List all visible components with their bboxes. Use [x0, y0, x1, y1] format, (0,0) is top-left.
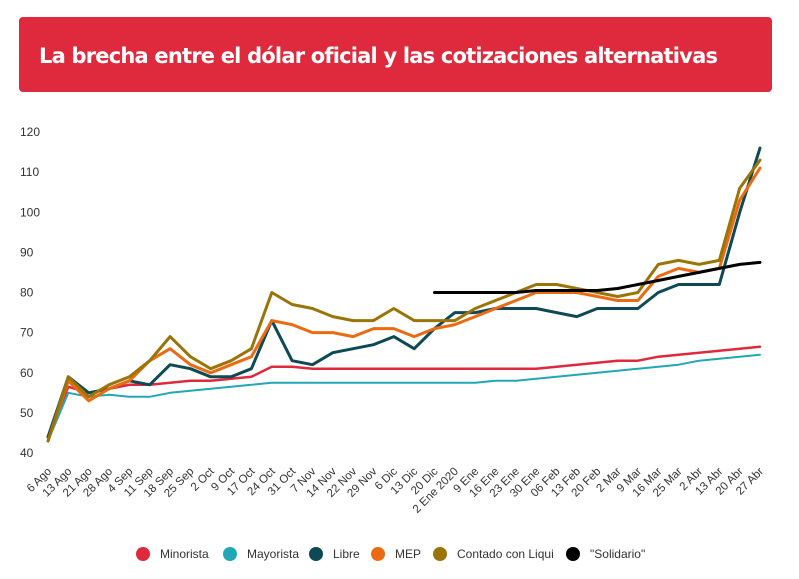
y-tick-label: 120 [20, 125, 40, 139]
title-banner: La brecha entre el dólar oficial y las c… [19, 17, 772, 92]
legend-swatch-icon [309, 547, 323, 561]
y-tick-label: 60 [20, 366, 34, 380]
series-line-libre [46, 146, 762, 439]
legend-label: MEP [395, 547, 422, 561]
legend-swatch-icon [371, 547, 385, 561]
legend-label: Mayorista [247, 547, 300, 561]
legend-label: Contado con Liqui [457, 547, 554, 561]
legend-swatch-icon [136, 547, 150, 561]
legend-swatch-icon [433, 547, 447, 561]
page-title: La brecha entre el dólar oficial y las c… [39, 44, 718, 68]
series-line-mayorista [47, 353, 761, 442]
y-tick-label: 40 [20, 446, 34, 460]
series-line-mep [46, 166, 762, 443]
y-tick-label: 80 [20, 286, 34, 300]
y-tick-label: 100 [20, 205, 40, 219]
legend-label: Minorista [160, 547, 209, 561]
legend-swatch-icon [223, 547, 237, 561]
series-line-solidario [433, 260, 762, 294]
y-tick-label: 90 [20, 245, 34, 259]
chart-legend: Minorista Mayorista Libre MEP Contado con Li… [0, 544, 799, 564]
legend-label: Libre [333, 547, 360, 561]
series-line-contado-con-liqui [46, 158, 762, 443]
legend-label: "Solidario" [590, 547, 646, 561]
y-tick-label: 70 [20, 326, 34, 340]
series-line-minorista [46, 345, 762, 439]
y-tick-label: 50 [20, 406, 34, 420]
y-tick-label: 110 [20, 165, 39, 179]
legend-swatch-icon [566, 547, 580, 561]
